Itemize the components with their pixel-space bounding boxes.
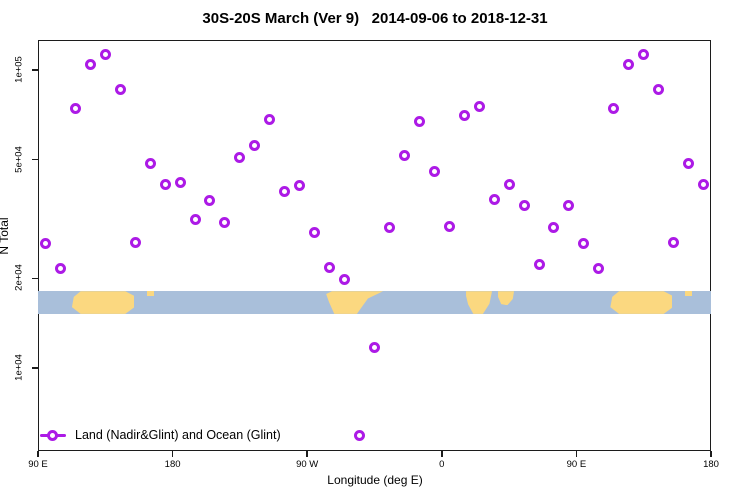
data-point xyxy=(144,157,156,169)
y-tick xyxy=(32,277,38,280)
x-tick xyxy=(171,451,174,457)
data-point xyxy=(219,216,231,228)
data-point xyxy=(488,193,500,205)
map-strip-land-africa xyxy=(466,291,493,314)
map-strip-land-madagascar xyxy=(498,291,515,306)
data-point xyxy=(698,178,710,190)
chart-title: 30S-20S March (Ver 9) 2014-09-06 to 2018… xyxy=(202,10,548,27)
x-tick xyxy=(575,451,578,457)
data-point xyxy=(638,48,650,60)
data-point xyxy=(503,178,515,190)
data-point xyxy=(369,342,380,354)
data-point xyxy=(339,273,351,285)
data-point xyxy=(383,221,395,233)
data-point xyxy=(69,102,81,114)
data-point xyxy=(294,179,306,191)
data-point xyxy=(653,84,665,96)
y-tick xyxy=(32,158,38,161)
x-tick-label: 90 E xyxy=(566,459,587,470)
x-tick xyxy=(37,451,39,457)
data-point xyxy=(608,102,620,114)
data-point xyxy=(39,238,51,250)
x-tick xyxy=(710,451,712,457)
data-point xyxy=(324,262,336,274)
data-point xyxy=(428,165,440,177)
legend-circle-icon xyxy=(47,429,58,441)
legend: Land (Nadir&Glint) and Ocean (Glint) xyxy=(40,428,281,442)
y-tick-label: 5e+04 xyxy=(13,145,25,173)
map-strip-land-new-caledonia-east xyxy=(685,291,693,297)
y-tick-label: 1e+05 xyxy=(13,56,25,83)
data-point xyxy=(623,59,635,71)
data-point xyxy=(443,220,455,232)
data-point xyxy=(129,237,141,249)
map-strip-ocean xyxy=(38,291,711,314)
x-tick xyxy=(306,451,308,457)
data-point xyxy=(563,200,575,212)
map-strip-land-australia-east xyxy=(610,291,673,314)
x-tick-label: 90 W xyxy=(296,459,319,470)
data-point xyxy=(159,178,171,190)
data-point xyxy=(279,186,291,198)
x-tick-label: 90 E xyxy=(28,459,48,470)
data-point xyxy=(264,114,276,126)
data-point xyxy=(309,227,321,239)
data-point xyxy=(249,139,261,151)
x-tick-label: 180 xyxy=(703,459,719,470)
legend-label: Land (Nadir&Glint) and Ocean (Glint) xyxy=(75,428,281,442)
plot-area xyxy=(38,40,711,451)
x-tick xyxy=(441,451,443,457)
data-point xyxy=(683,157,695,169)
y-tick-label: 2e+04 xyxy=(13,264,25,292)
data-point xyxy=(204,194,216,206)
legend-marker-icon xyxy=(40,429,66,441)
data-point xyxy=(473,100,485,112)
data-point xyxy=(548,221,560,233)
data-point xyxy=(174,177,186,189)
y-tick xyxy=(32,367,38,369)
data-point xyxy=(354,429,366,441)
data-point xyxy=(458,109,470,121)
data-point xyxy=(398,149,410,161)
data-point xyxy=(518,199,530,211)
data-point xyxy=(593,263,605,275)
x-tick-label: 0 xyxy=(439,459,445,470)
data-point xyxy=(578,238,590,250)
data-point xyxy=(234,151,246,163)
x-axis-title: Longitude (deg E) xyxy=(327,473,423,487)
data-point xyxy=(189,213,201,225)
data-point xyxy=(84,59,96,71)
map-strip-land-new-caledonia xyxy=(147,291,155,297)
y-tick-label: 1e+04 xyxy=(13,354,25,381)
data-point xyxy=(114,84,126,96)
map-strip-land-australia xyxy=(71,291,134,314)
data-point xyxy=(54,263,66,275)
y-axis-title: N Total xyxy=(0,217,11,254)
data-point xyxy=(99,48,111,60)
x-tick-label: 180 xyxy=(164,459,181,470)
data-point xyxy=(413,115,425,127)
y-tick xyxy=(32,69,38,71)
data-point xyxy=(668,237,680,249)
data-point xyxy=(533,259,545,271)
